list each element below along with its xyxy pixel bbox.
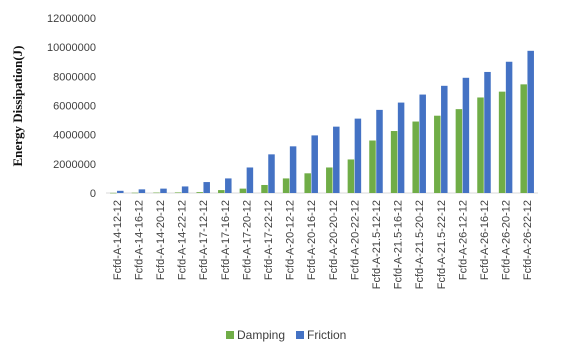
x-tick-label: Fcfd-A-20-16-12 [306,200,318,280]
damping-bar [477,97,484,193]
legend-swatch-friction [296,331,304,339]
y-tick-label: 12000000 [47,13,96,25]
friction-bar [203,182,210,193]
damping-bar [153,192,160,194]
y-tick-label: 6000000 [53,101,96,113]
friction-bar [354,118,362,193]
friction-bar [181,186,189,193]
x-tick-label: Fcfd-A-17-22-12 [263,200,275,280]
friction-bar [462,77,470,193]
damping-bar [304,173,311,193]
friction-bar [225,178,232,193]
damping-bar [196,192,203,193]
x-tick-label: Fcfd-A-21.5-22-12 [436,200,448,289]
y-tick-label: 4000000 [53,130,96,142]
damping-bar [520,84,527,193]
x-tick-label: Fcfd-A-14-12-12 [112,200,124,280]
friction-bar [397,102,405,193]
damping-bar [326,167,333,193]
friction-bar [268,154,275,193]
damping-bar [239,188,247,193]
damping-bar [369,140,376,193]
damping-bar [218,190,225,193]
friction-bar [527,50,534,193]
damping-bar [261,184,268,193]
legend-swatch-damping [226,331,234,339]
x-tick-label: Fcfd-A-17-12-12 [198,200,210,280]
x-tick-label: Fcfd-A-14-22-12 [177,200,189,280]
x-tick-label: Fcfd-A-26-16-12 [479,200,491,280]
y-tick-label: 8000000 [53,71,96,83]
friction-bar [160,188,167,193]
friction-bar [311,135,318,193]
friction-bar [138,189,146,193]
x-tick-label: Fcfd-A-21.5-20-12 [414,200,426,289]
damping-bar [434,115,441,193]
friction-bar [376,109,383,193]
y-axis-label: Energy Dissipation(J) [10,46,25,167]
damping-bar [174,192,182,193]
x-tick-label: Fcfd-A-26-22-12 [522,200,534,280]
friction-bar [246,167,254,193]
damping-bar [455,109,463,193]
legend-label-friction: Friction [307,328,346,342]
friction-bar [441,85,448,193]
x-tick-label: Fcfd-A-26-20-12 [501,200,513,280]
x-tick-label: Fcfd-A-17-20-12 [241,200,253,280]
damping-bar [390,131,398,193]
friction-bar [117,190,124,193]
x-tick-label: Fcfd-A-14-20-12 [155,200,167,280]
y-tick-label: 10000000 [47,42,96,54]
damping-bar [347,159,355,193]
x-tick-label: Fcfd-A-17-16-12 [220,200,232,280]
x-tick-label: Fcfd-A-20-12-12 [285,200,297,280]
damping-bar [412,121,419,193]
friction-bar [333,126,340,193]
damping-bar [282,178,290,193]
friction-bar [419,94,426,193]
damping-bar [498,91,506,193]
friction-bar [505,61,513,193]
y-tick-label: 0 [90,188,96,200]
friction-bar [484,71,491,193]
friction-bar [289,146,297,193]
x-tick-label: Fcfd-A-14-16-12 [133,200,145,280]
x-tick-label: Fcfd-A-20-22-12 [349,200,361,280]
y-tick-label: 2000000 [53,159,96,171]
legend-label-damping: Damping [237,328,285,342]
damping-bar [110,192,117,194]
x-tick-label: Fcfd-A-21.5-12-12 [371,200,383,289]
x-tick-label: Fcfd-A-21.5-16-12 [393,200,405,289]
damping-bar [131,192,139,194]
x-tick-label: Fcfd-A-26-12-12 [457,200,469,280]
x-tick-label: Fcfd-A-20-20-12 [328,200,340,280]
